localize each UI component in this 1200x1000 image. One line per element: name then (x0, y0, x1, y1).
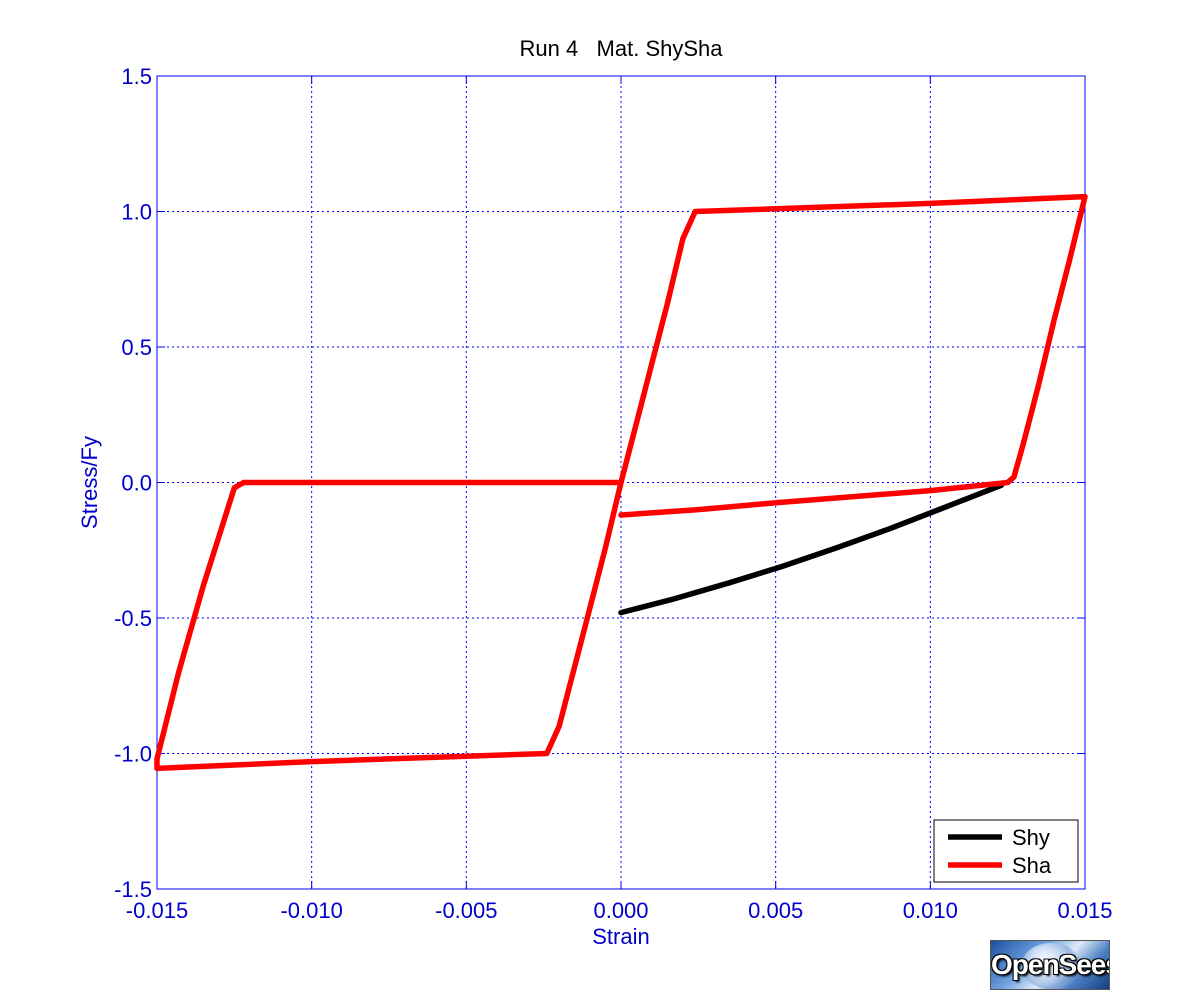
y-tick-label: 1.0 (121, 200, 152, 225)
series-line-sha (618, 193, 1088, 518)
y-tick-label: -1.0 (114, 742, 152, 767)
y-tick-label: 0.0 (121, 471, 152, 496)
y-axis-label: Stress/Fy (77, 436, 102, 529)
legend-box (933, 819, 1079, 883)
legend-label: Sha (1012, 853, 1052, 878)
logo-swirl (1021, 943, 1081, 989)
x-tick-label: -0.010 (280, 898, 342, 923)
y-tick-label: -0.5 (114, 606, 152, 631)
opensees-logo: OpenSees (990, 940, 1110, 990)
x-tick-label: 0.010 (903, 898, 958, 923)
y-tick-label: 1.5 (121, 64, 152, 89)
x-tick-label: 0.015 (1057, 898, 1112, 923)
x-tick-label: 0.005 (748, 898, 803, 923)
x-tick-label: -0.005 (435, 898, 497, 923)
y-tick-label: 0.5 (121, 335, 152, 360)
x-axis-label: Strain (592, 924, 649, 949)
x-tick-label: -0.015 (126, 898, 188, 923)
legend-label: Shy (1012, 825, 1050, 850)
series-line-sha-negative (154, 479, 624, 772)
y-tick-label: -1.5 (114, 877, 152, 902)
logo-text: OpenSees (991, 949, 1110, 980)
x-tick-label: 0.000 (593, 898, 648, 923)
chart-title: Run 4 Mat. ShySha (520, 36, 724, 61)
series-line-shy (618, 482, 1005, 616)
